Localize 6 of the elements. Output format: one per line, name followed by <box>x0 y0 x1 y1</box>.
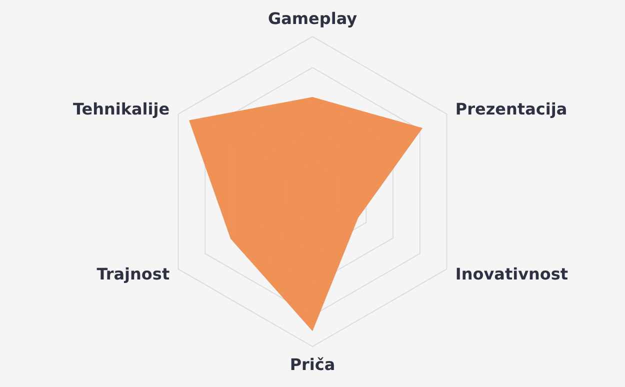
spoke-label: Tehnikalije <box>72 100 170 119</box>
spoke-label: Priča <box>290 355 336 374</box>
spoke-label: Gameplay <box>268 9 358 28</box>
spoke-label: Prezentacija <box>455 100 568 119</box>
spoke-label: Trajnost <box>96 264 170 284</box>
spoke-label: Inovativnost <box>455 264 568 284</box>
